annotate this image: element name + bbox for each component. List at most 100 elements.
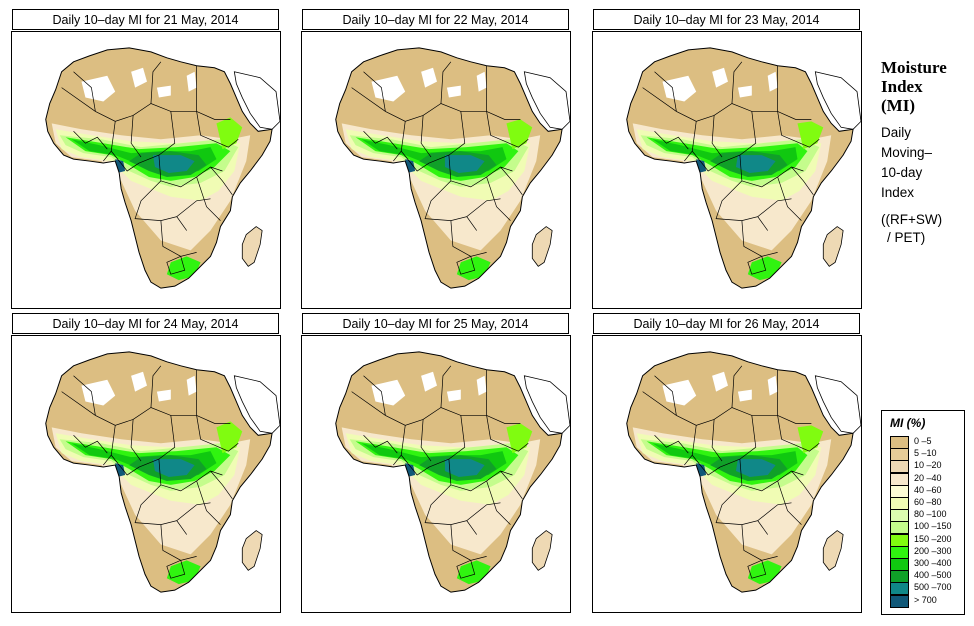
madagascar — [241, 530, 263, 571]
legend-item: 0 –5 — [890, 436, 960, 449]
africa-map — [592, 335, 862, 613]
country-border — [424, 484, 477, 535]
madagascar — [531, 226, 553, 267]
country-border — [196, 176, 221, 221]
country-border — [715, 484, 768, 535]
arabia-outline — [233, 375, 280, 434]
panel-title: Daily 10–day MI for 26 May, 2014 — [593, 313, 860, 334]
legend-label: 5 –10 — [914, 448, 937, 459]
country-border — [196, 65, 215, 142]
legend-item: 300 –400 — [890, 558, 960, 571]
legend-swatch — [890, 533, 909, 547]
country-border — [166, 560, 186, 579]
no-data-region — [476, 71, 487, 92]
country-border — [440, 365, 452, 408]
country-border — [158, 459, 223, 492]
legend-item: 150 –200 — [890, 533, 960, 547]
africa-coastline — [626, 351, 854, 593]
country-border — [654, 71, 677, 112]
country-border — [166, 256, 186, 275]
country-border — [466, 198, 501, 217]
legend-item: 80 –100 — [890, 509, 960, 523]
no-data-region — [712, 371, 728, 392]
country-border — [741, 524, 778, 561]
country-border — [130, 115, 142, 158]
arabia-outline — [814, 375, 861, 434]
country-border — [138, 111, 176, 164]
moisture-field — [632, 67, 832, 281]
country-border — [214, 442, 239, 452]
country-border — [393, 425, 406, 466]
formula-line: ((RF+SW) — [881, 212, 943, 227]
country-border — [363, 131, 398, 150]
panel-title: Daily 10–day MI for 23 May, 2014 — [593, 9, 860, 30]
legend-item: 500 –700 — [890, 582, 960, 596]
no-data-region — [476, 375, 487, 396]
legend-label: 400 –500 — [914, 570, 952, 581]
country-border — [448, 459, 513, 492]
country-border — [791, 166, 814, 196]
country-border — [130, 419, 142, 462]
legend-item: 20 –40 — [890, 472, 960, 486]
legend-label: 0 –5 — [914, 436, 932, 446]
country-border — [486, 369, 505, 446]
legend-item: 10 –20 — [890, 460, 960, 474]
country-border — [777, 480, 802, 525]
country-border — [791, 470, 814, 500]
country-border — [214, 138, 239, 148]
no-data-region — [156, 85, 171, 98]
country-border — [110, 150, 140, 172]
moisture-class-region — [735, 155, 776, 173]
country-border — [777, 369, 796, 446]
country-border — [400, 454, 430, 476]
country-border — [176, 502, 211, 521]
moisture-field — [341, 371, 541, 585]
country-border — [134, 484, 187, 535]
legend-item: 200 –300 — [890, 545, 960, 559]
moisture-field — [632, 371, 832, 585]
madagascar — [822, 226, 844, 267]
madagascar — [531, 530, 553, 571]
moisture-class-region — [506, 423, 533, 454]
africa-coastline — [45, 351, 273, 593]
legend-swatch — [890, 594, 909, 608]
country-border — [456, 256, 476, 275]
moisture-class-region — [152, 155, 195, 173]
country-border — [150, 365, 162, 408]
country-border — [711, 419, 723, 462]
no-data-region — [737, 389, 752, 402]
legend-swatch — [890, 436, 909, 449]
no-data-region — [131, 371, 147, 392]
legend-item: 60 –80 — [890, 497, 960, 510]
country-border — [176, 198, 211, 217]
legend-swatch — [890, 545, 909, 559]
arabia-outline — [523, 71, 570, 130]
legend-label: 20 –40 — [914, 472, 942, 483]
no-data-region — [81, 75, 116, 102]
country-border — [160, 524, 197, 561]
legend-item: 400 –500 — [890, 570, 960, 584]
country-border — [739, 155, 804, 188]
country-border — [777, 176, 802, 221]
country-border — [486, 480, 511, 525]
arabia-outline — [233, 71, 280, 130]
no-data-region — [156, 389, 171, 402]
country-border — [428, 111, 466, 164]
country-border — [393, 121, 406, 162]
country-border — [450, 524, 487, 561]
no-data-region — [421, 371, 437, 392]
legend-label: 150 –200 — [914, 533, 952, 544]
desc-line: 10-day — [881, 165, 923, 180]
country-border — [719, 415, 757, 468]
moisture-class-region — [735, 459, 776, 477]
legend-label: 80 –100 — [914, 509, 947, 520]
legend-swatch — [890, 484, 909, 498]
country-border — [138, 415, 176, 468]
no-data-region — [446, 389, 461, 402]
country-border — [691, 150, 721, 172]
country-border — [440, 61, 452, 104]
country-border — [757, 198, 792, 217]
country-border — [747, 256, 767, 275]
legend-label: 300 –400 — [914, 558, 952, 568]
no-data-region — [712, 67, 728, 88]
